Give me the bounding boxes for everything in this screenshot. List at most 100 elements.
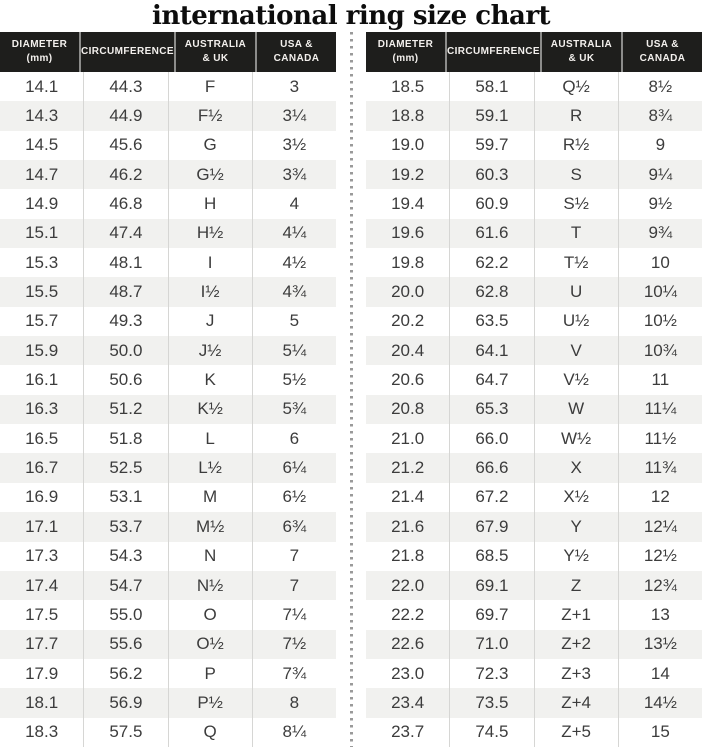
cell: 67.2 [450, 482, 535, 513]
cell: Y½ [535, 541, 619, 571]
cell: 68.5 [450, 541, 535, 571]
ring-size-table-left: DIAMETER (mm) CIRCUMFERENCE AUSTRALIA & UK… [0, 32, 336, 747]
cell: 16.7 [0, 453, 85, 483]
cell: 23.0 [366, 658, 451, 689]
column-header: USA & CANADA [639, 39, 686, 64]
cell: 63.5 [450, 306, 535, 337]
table-row: 19.0 59.7 R½ 9 [366, 130, 702, 161]
cell: 21.8 [366, 541, 451, 571]
cell: W½ [535, 424, 619, 454]
cell: 51.2 [84, 394, 169, 425]
cell: 10½ [643, 311, 677, 331]
cell: 4¾ [282, 282, 307, 302]
table-row: 23.7 74.5 Z+5 15 [366, 717, 702, 747]
cell: Z+5 [535, 717, 619, 747]
table-row: 14.5 45.6 G 3½ [0, 130, 336, 161]
cell: N [169, 541, 253, 571]
cell: V½ [535, 365, 619, 395]
cell: Z [535, 570, 619, 601]
cell: I½ [169, 277, 253, 307]
table-row: 20.8 65.3 W 11¼ [366, 394, 702, 425]
cell: 55.6 [84, 629, 169, 659]
table-row: 14.1 44.3 F 3 [0, 72, 336, 102]
table-row: 17.3 54.3 N 7 [0, 541, 336, 571]
cell: 53.7 [84, 512, 169, 542]
cell: 3¾ [282, 164, 307, 184]
cell: 7 [289, 546, 300, 566]
cell: P [169, 658, 253, 689]
cell: 17.5 [0, 600, 85, 630]
cell: 45.6 [84, 130, 169, 161]
cell: 56.2 [84, 658, 169, 689]
cell: F½ [169, 101, 253, 131]
table-row: 15.5 48.7 I½ 4¾ [0, 277, 336, 307]
table-row: 16.3 51.2 K½ 5¾ [0, 394, 336, 425]
cell: 6¾ [282, 516, 307, 536]
cell: 4½ [282, 252, 307, 272]
cell: 13½ [643, 634, 677, 654]
cell: 46.8 [84, 189, 169, 219]
table-row: 15.3 48.1 I 4½ [0, 248, 336, 278]
column-header: CIRCUMFERENCE [81, 32, 176, 72]
column-header: USA & CANADA [273, 39, 320, 64]
table-row: 21.6 67.9 Y 12¼ [366, 512, 702, 542]
cell: S [535, 160, 619, 190]
cell: Y [535, 512, 619, 542]
cell: 19.6 [366, 218, 451, 249]
cell: 20.0 [366, 277, 451, 307]
table-row: 15.7 49.3 J 5 [0, 306, 336, 337]
cell: R½ [535, 130, 619, 161]
dotted-divider [349, 32, 353, 747]
cell: 12½ [643, 546, 677, 566]
cell: Z+2 [535, 629, 619, 659]
cell: T [535, 218, 619, 249]
cell: 3 [289, 76, 300, 96]
column-header: DIAMETER (mm) [366, 32, 447, 72]
cell: 23.4 [366, 688, 451, 718]
cell: 9¾ [648, 223, 673, 243]
table-row: 16.7 52.5 L½ 6¼ [0, 453, 336, 483]
cell: 9¼ [648, 164, 673, 184]
table-row: 16.5 51.8 L 6 [0, 424, 336, 454]
cell: 57.5 [84, 717, 169, 747]
cell: 16.1 [0, 365, 85, 395]
cell: 10 [650, 252, 670, 272]
table-header-row: DIAMETER (mm) CIRCUMFERENCE AUSTRALIA & UK… [366, 32, 702, 72]
ring-size-table-right: DIAMETER (mm) CIRCUMFERENCE AUSTRALIA & UK… [366, 32, 702, 747]
table-row: 20.6 64.7 V½ 11 [366, 365, 702, 395]
cell: 65.3 [450, 394, 535, 425]
cell: H [169, 189, 253, 219]
cell: 12¾ [643, 575, 677, 595]
cell: 7½ [282, 634, 307, 654]
table-row: 22.2 69.7 Z+1 13 [366, 600, 702, 630]
cell: 48.7 [84, 277, 169, 307]
cell: 52.5 [84, 453, 169, 483]
cell: 10¾ [643, 340, 677, 360]
cell: 59.7 [450, 130, 535, 161]
cell: 19.2 [366, 160, 451, 190]
cell: 14.5 [0, 130, 85, 161]
cell: G½ [169, 160, 253, 190]
cell: 58.1 [450, 72, 535, 102]
cell: 16.5 [0, 424, 85, 454]
table-row: 15.1 47.4 H½ 4¼ [0, 218, 336, 249]
cell: 61.6 [450, 218, 535, 249]
table-row: 23.4 73.5 Z+4 14½ [366, 688, 702, 718]
cell: 74.5 [450, 717, 535, 747]
cell: 16.3 [0, 394, 85, 425]
tables-region: DIAMETER (mm) CIRCUMFERENCE AUSTRALIA & UK… [0, 32, 702, 747]
cell: 19.0 [366, 130, 451, 161]
cell: 8 [289, 692, 300, 712]
column-header: CIRCUMFERENCE [447, 32, 542, 72]
cell: K [169, 365, 253, 395]
cell: L½ [169, 453, 253, 483]
table-row: 20.2 63.5 U½ 10½ [366, 306, 702, 337]
cell: I [169, 248, 253, 278]
cell: 14½ [643, 692, 677, 712]
divider-gutter [336, 32, 366, 747]
cell: 7 [289, 575, 300, 595]
table-row: 21.2 66.6 X 11¾ [366, 453, 702, 483]
cell: 17.9 [0, 658, 85, 689]
cell: 19.4 [366, 189, 451, 219]
cell: 72.3 [450, 658, 535, 689]
